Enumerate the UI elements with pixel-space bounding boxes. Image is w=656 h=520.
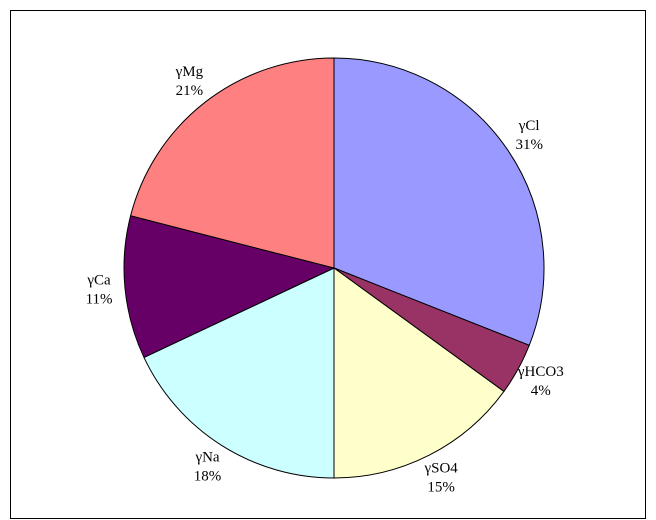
- pie-slice: [333, 267, 505, 479]
- slice-value-label: 31%: [515, 137, 543, 153]
- pie-slice: [129, 57, 335, 269]
- slice-name: γCl: [518, 118, 540, 134]
- slice-value-label: 21%: [176, 83, 204, 99]
- slice-value-label: 4%: [531, 383, 551, 399]
- slice-value-label: 15%: [427, 480, 455, 496]
- slice-value-label: 11%: [86, 292, 113, 308]
- slice-value-label: 18%: [194, 469, 222, 485]
- slice-name: γHCO3: [517, 364, 564, 380]
- pie-slice: [123, 215, 336, 359]
- pie-slice: [333, 57, 545, 346]
- pie-slice: [143, 267, 335, 479]
- slice-name: γCa: [86, 273, 111, 289]
- slice-name: γSO4: [423, 461, 458, 477]
- slice-name: γMg: [175, 64, 204, 80]
- slice-name: γNa: [194, 450, 219, 466]
